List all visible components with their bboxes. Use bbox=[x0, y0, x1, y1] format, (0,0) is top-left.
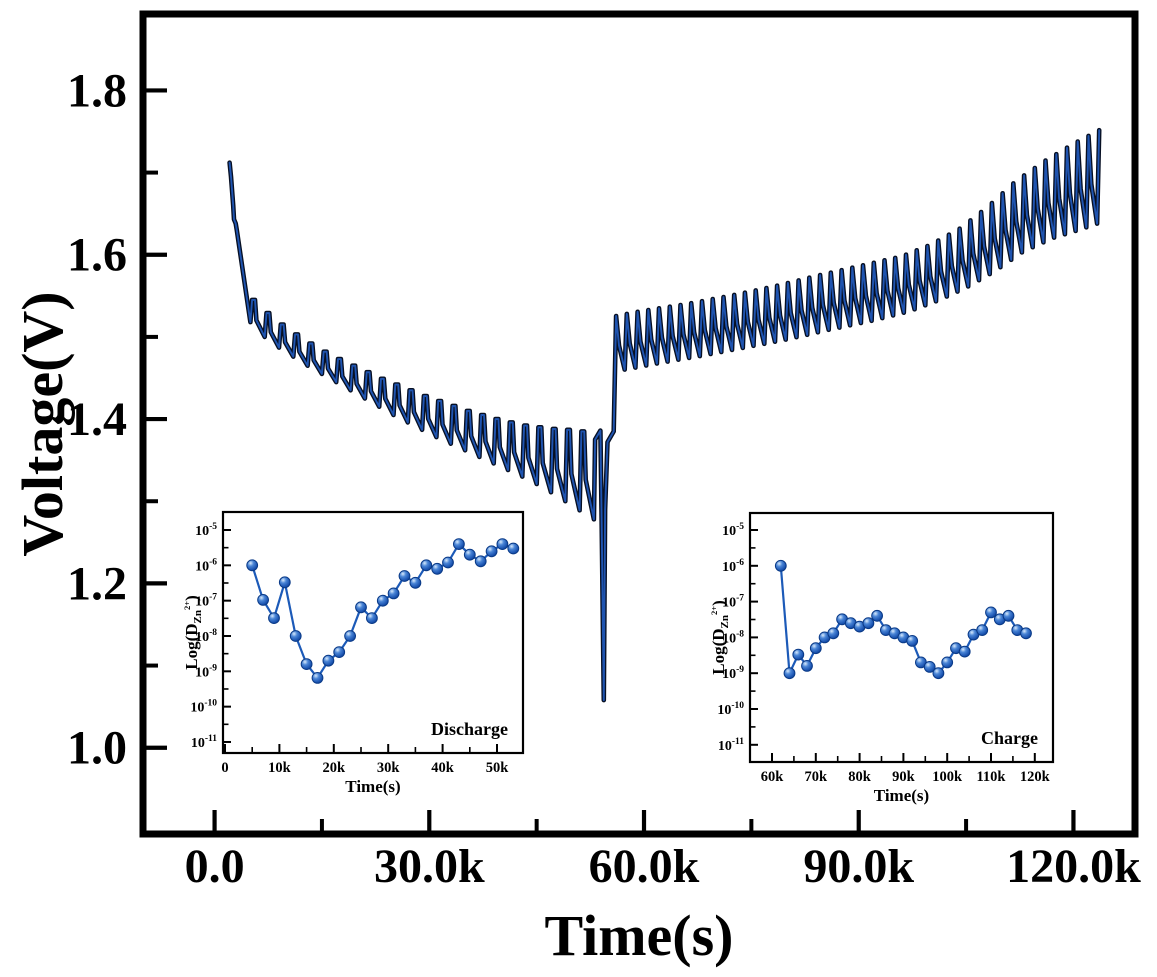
inset-data-point bbox=[333, 646, 346, 658]
inset-corner-label: Charge bbox=[981, 728, 1038, 748]
inset-data-point bbox=[958, 645, 971, 658]
x-tick-label: 90.0k bbox=[803, 840, 914, 893]
inset-y-tick-label: 10-11 bbox=[718, 737, 744, 754]
inset-y-tick-label: 10-6 bbox=[195, 557, 217, 574]
x-tick-label: 30.0k bbox=[374, 840, 485, 893]
inset-x-tick-label: 100k bbox=[932, 769, 963, 785]
inset-y-tick-label: 10-5 bbox=[195, 522, 217, 539]
inset-y-tick-label: 10-10 bbox=[190, 699, 217, 716]
inset-y-tick-label: 10-11 bbox=[191, 734, 217, 751]
inset-corner-label: Discharge bbox=[431, 719, 508, 739]
main-axes: 0.0 30.0k 60.0k 90.0k 120.0k 1.0 1.2 1.4 1.6 1.8 T… bbox=[10, 10, 1141, 968]
inset-data-point bbox=[278, 576, 291, 589]
main-plot-border bbox=[139, 10, 1139, 838]
inset-data-point bbox=[376, 594, 389, 607]
y-tick-label: 1.0 bbox=[67, 722, 127, 775]
inset-data-point bbox=[871, 609, 883, 622]
inset-data-point bbox=[774, 559, 787, 572]
inset-data-point bbox=[906, 635, 919, 647]
inset-data-point bbox=[941, 656, 954, 669]
inset-data-point bbox=[976, 624, 989, 636]
inset-data-point bbox=[355, 601, 367, 614]
inset-x-axis-title: Time(s) bbox=[874, 786, 929, 805]
inset-data-point bbox=[507, 542, 520, 555]
inset-data-point bbox=[923, 661, 936, 673]
inset-x-axis-title: Time(s) bbox=[345, 777, 400, 796]
inset-data-point bbox=[246, 559, 259, 572]
y-axis-title: Voltage(V) bbox=[10, 291, 75, 556]
inset-data-point bbox=[268, 612, 280, 624]
inset-x-tick-label: 120k bbox=[1020, 769, 1051, 785]
inset-data-point bbox=[420, 559, 433, 572]
inset-x-tick-label: 60k bbox=[761, 769, 785, 785]
inset-data-point bbox=[453, 538, 465, 550]
inset-data-point bbox=[257, 594, 270, 606]
inset-x-tick-label: 20k bbox=[323, 760, 347, 776]
y-tick-label: 1.2 bbox=[67, 557, 127, 610]
y-tick-label: 1.6 bbox=[67, 229, 127, 282]
inset-data-point bbox=[344, 630, 357, 642]
inset-x-tick-label: 30k bbox=[377, 760, 401, 776]
inset-x-tick-label: 0 bbox=[221, 760, 228, 776]
inset-data-point bbox=[783, 667, 796, 680]
inset-data-point bbox=[809, 642, 822, 655]
inset-data-point bbox=[1020, 627, 1032, 640]
inset-data-point bbox=[366, 612, 378, 624]
inset-data-point bbox=[485, 545, 498, 558]
inset-data-point bbox=[409, 576, 422, 589]
inset-y-tick-label: 10-5 bbox=[722, 522, 744, 539]
inset-data-point bbox=[827, 627, 840, 640]
inset-y-axis-title: Log(DZn2+) bbox=[709, 600, 731, 675]
inset-data-point bbox=[311, 672, 324, 684]
x-tick-label: 60.0k bbox=[589, 840, 700, 893]
y-tick-label: 1.8 bbox=[67, 64, 127, 117]
inset-data-point bbox=[932, 667, 945, 680]
inset-x-tick-label: 70k bbox=[805, 769, 829, 785]
x-tick-label: 0.0 bbox=[185, 840, 245, 893]
inset-x-tick-label: 10k bbox=[268, 760, 292, 776]
inset-y-tick-label: 10-6 bbox=[722, 558, 744, 575]
inset-x-tick-label: 90k bbox=[892, 769, 916, 785]
inset-x-tick-label: 40k bbox=[431, 760, 455, 776]
gitt-voltage-curve bbox=[227, 127, 1102, 703]
inset-x-tick-label: 80k bbox=[848, 769, 872, 785]
inset-data-point bbox=[431, 562, 444, 575]
inset-data-point bbox=[1002, 609, 1015, 622]
inset-data-point bbox=[792, 648, 805, 661]
inset-data-point bbox=[463, 548, 476, 561]
inset-data-point bbox=[442, 556, 454, 569]
inset-data-point bbox=[300, 658, 313, 670]
inset-x-tick-label: 110k bbox=[976, 769, 1006, 785]
inset-y-tick-label: 10-10 bbox=[717, 701, 744, 718]
x-axis-title: Time(s) bbox=[544, 903, 733, 968]
inset-data-point bbox=[862, 617, 875, 630]
inset-border bbox=[221, 510, 525, 755]
gitt-curve-core bbox=[228, 129, 1101, 702]
inset-data-point bbox=[474, 555, 487, 568]
inset-data-point bbox=[985, 606, 997, 619]
x-tick-label: 120.0k bbox=[1006, 840, 1141, 893]
inset-data-point bbox=[322, 654, 335, 667]
inset-data-point bbox=[387, 587, 400, 600]
inset-data-point bbox=[801, 660, 813, 672]
chart-render-root: 0.0 30.0k 60.0k 90.0k 120.0k 1.0 1.2 1.4 1.6 1.8 T… bbox=[10, 10, 1141, 968]
inset-data-point bbox=[398, 570, 411, 582]
inset-data-point bbox=[496, 538, 509, 550]
inset-data-point bbox=[289, 630, 302, 642]
inset-x-tick-label: 50k bbox=[486, 760, 510, 776]
y-tick-label: 1.4 bbox=[67, 393, 127, 446]
